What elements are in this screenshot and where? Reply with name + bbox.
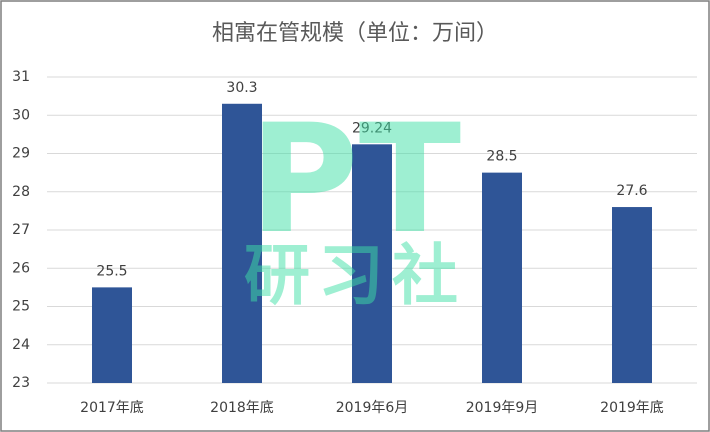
- bar: [352, 144, 392, 383]
- y-tick-label: 31: [12, 69, 30, 85]
- y-tick-label: 23: [12, 375, 30, 391]
- bar: [612, 207, 652, 383]
- x-tick-label: 2019年9月: [466, 400, 539, 416]
- y-tick-label: 25: [12, 299, 30, 315]
- y-tick-label: 29: [12, 146, 30, 162]
- x-tick-label: 2019年6月: [336, 400, 409, 416]
- y-tick-label: 30: [12, 107, 30, 123]
- x-tick-label: 2019年底: [600, 400, 664, 416]
- value-label: 28.5: [486, 149, 517, 165]
- y-tick-label: 28: [12, 184, 30, 200]
- value-label: 25.5: [96, 263, 127, 279]
- bar: [482, 172, 522, 383]
- bar: [222, 103, 262, 384]
- bar: [92, 287, 132, 383]
- value-label: 29.24: [352, 120, 392, 136]
- y-tick-label: 24: [12, 337, 30, 353]
- x-tick-label: 2018年底: [210, 400, 274, 416]
- y-tick-label: 27: [12, 222, 30, 238]
- y-tick-label: 26: [12, 260, 30, 276]
- watermark: 研习社: [244, 237, 466, 314]
- x-tick-label: 2017年底: [80, 400, 144, 416]
- chart-title: 相寓在管规模（单位：万间）: [212, 21, 498, 46]
- value-label: 27.6: [616, 183, 647, 199]
- value-label: 30.3: [226, 80, 257, 96]
- watermark: PT: [249, 93, 461, 267]
